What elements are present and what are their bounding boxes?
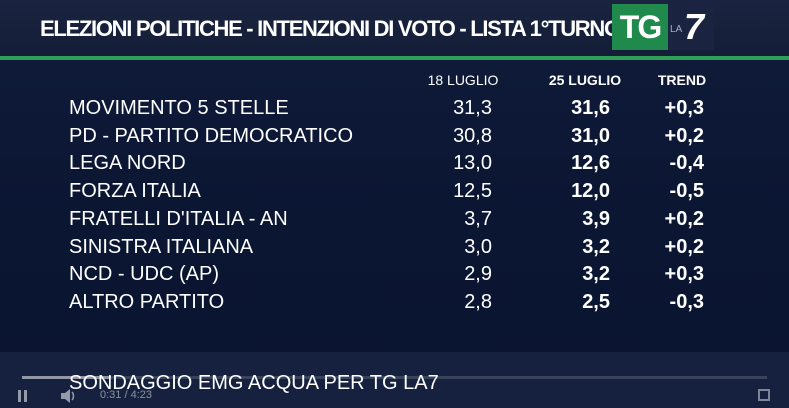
value-25-luglio: 31,6 (571, 97, 610, 119)
column-header-18-luglio: 18 LUGLIO (427, 72, 499, 88)
video-player-controls: 0:31 / 4:23 (0, 376, 789, 408)
value-18-luglio: 31,3 (453, 97, 492, 119)
trend-value: -0,3 (669, 290, 704, 313)
source-caption: SONDAGGIO EMG ACQUA PER TG LA7 (69, 372, 439, 394)
trend-value: +0,2 (664, 124, 704, 147)
table-row: FORZA ITALIA 12,5 12,0 -0,5 (0, 177, 789, 205)
progress-fill (22, 376, 112, 379)
page-title: ELEZIONI POLITICHE - INTENZIONI DI VOTO … (40, 16, 615, 41)
table-row: SINISTRA ITALIANA 3,0 3,2 +0,2 (0, 233, 789, 261)
party-name: ALTRO PARTITO (69, 290, 225, 313)
value-25-luglio: 12,0 (571, 180, 610, 203)
logo-tg: TG (612, 4, 668, 50)
party-name: PD - PARTITO DEMOCRATICO (69, 124, 354, 147)
value-18-luglio: 3,0 (464, 235, 492, 258)
value-18-luglio: 2,9 (464, 263, 492, 286)
trend-value: -0,4 (669, 152, 704, 175)
trend-value: +0,2 (664, 235, 704, 258)
table-row: ALTRO PARTITO 2,8 2,5 -0,3 (0, 288, 789, 316)
value-25-luglio: 2,5 (582, 290, 610, 313)
value-25-luglio: 31,0 (571, 124, 610, 147)
trend-value: +0,2 (664, 207, 704, 230)
table-row: NCD - UDC (AP) 2,9 3,2 +0,3 (0, 260, 789, 288)
value-18-luglio: 30,8 (453, 124, 492, 147)
party-name: LEGA NORD (69, 152, 186, 175)
table-row: LEGA NORD 13,0 12,6 -0,4 (0, 149, 789, 177)
table-row: MOVIMENTO 5 STELLE 31,3 31,6 +0,3 (0, 94, 789, 122)
value-25-luglio: 3,9 (582, 207, 610, 230)
party-name: FORZA ITALIA (69, 180, 201, 203)
table-row: FRATELLI D'ITALIA - AN 3,7 3,9 +0,2 (0, 205, 789, 233)
value-25-luglio: 3,2 (582, 263, 610, 286)
time-display: 0:31 / 4:23 (100, 389, 152, 401)
logo-la: LA (670, 24, 683, 35)
party-name: FRATELLI D'ITALIA - AN (69, 207, 288, 230)
trend-value: +0,3 (664, 263, 704, 286)
value-25-luglio: 3,2 (582, 235, 610, 258)
table-row: PD - PARTITO DEMOCRATICO 30,8 31,0 +0,2 (0, 122, 789, 150)
trend-value: -0,5 (669, 180, 704, 203)
value-25-luglio: 12,6 (571, 152, 610, 175)
title-underline (0, 56, 789, 60)
value-18-luglio: 3,7 (464, 207, 492, 230)
party-name: NCD - UDC (AP) (69, 263, 219, 286)
column-header-trend: TREND (657, 72, 707, 88)
value-18-luglio: 12,5 (453, 180, 492, 203)
party-name: SINISTRA ITALIANA (69, 235, 254, 258)
footer-band (0, 352, 789, 408)
progress-bar[interactable] (22, 376, 767, 379)
logo-seven: 7 (684, 6, 705, 47)
column-header-25-luglio: 25 LUGLIO (548, 72, 622, 88)
volume-icon[interactable] (60, 388, 76, 404)
party-name: MOVIMENTO 5 STELLE (69, 97, 289, 119)
pause-icon[interactable] (18, 390, 28, 402)
trend-value: +0,3 (664, 97, 704, 119)
value-18-luglio: 2,8 (464, 290, 492, 313)
value-18-luglio: 13,0 (453, 152, 492, 175)
fullscreen-icon[interactable] (758, 389, 770, 401)
tg-la7-logo: TG LA 7 (612, 4, 714, 50)
